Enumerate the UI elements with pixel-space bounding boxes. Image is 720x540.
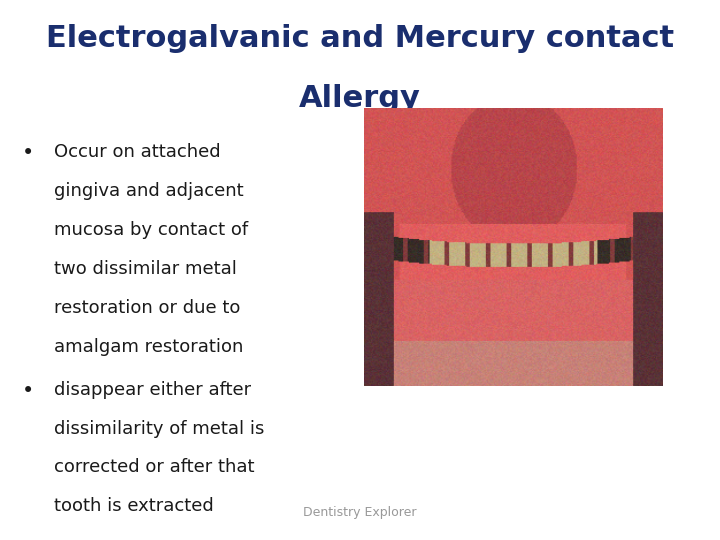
Text: •: • [22,381,34,401]
Text: corrected or after that: corrected or after that [54,458,254,476]
Text: disappear either after: disappear either after [54,381,251,399]
Text: amalgam restoration: amalgam restoration [54,338,243,355]
Text: two dissimilar metal: two dissimilar metal [54,260,237,278]
Text: gingiva and adjacent: gingiva and adjacent [54,182,243,200]
Text: Dentistry Explorer: Dentistry Explorer [303,507,417,519]
Text: Electrogalvanic and Mercury contact: Electrogalvanic and Mercury contact [46,24,674,53]
Text: •: • [22,143,34,163]
Text: Allergy: Allergy [299,84,421,113]
Text: Occur on attached: Occur on attached [54,143,220,161]
Text: mucosa by contact of: mucosa by contact of [54,221,248,239]
Text: restoration or due to: restoration or due to [54,299,240,316]
Text: dissimilarity of metal is: dissimilarity of metal is [54,420,264,437]
Text: tooth is extracted: tooth is extracted [54,497,214,515]
